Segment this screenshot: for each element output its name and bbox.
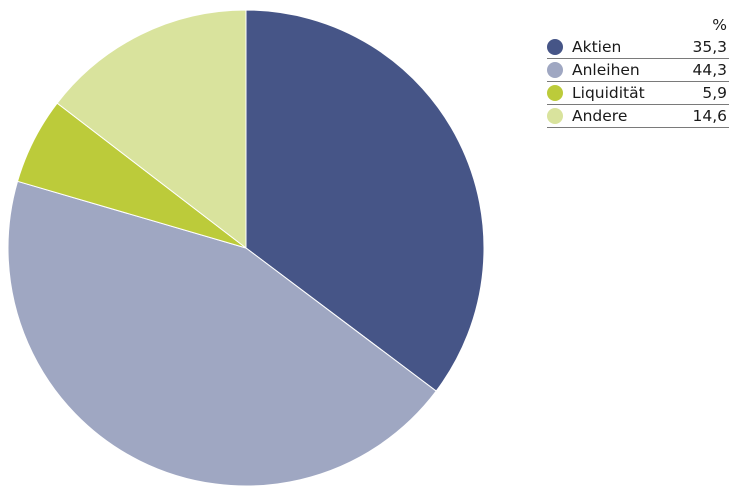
pie-slice-andere	[56, 9, 247, 250]
legend-swatch-andere	[547, 108, 563, 124]
legend-label: Anleihen	[572, 61, 640, 79]
legend: % Aktien 35,3 Anleihen 44,3 Liquidität 5…	[547, 14, 729, 128]
legend-row-liquiditaet: Liquidität 5,9	[547, 82, 729, 105]
legend-unit-header: %	[712, 16, 727, 34]
legend-value: 44,3	[692, 61, 727, 79]
legend-value: 5,9	[702, 84, 727, 102]
legend-value: 14,6	[692, 107, 727, 125]
legend-row-anleihen: Anleihen 44,3	[547, 59, 729, 82]
pie-slice-anleihen	[7, 180, 437, 486]
pie-slice-aktien	[245, 9, 485, 392]
legend-label: Liquidität	[572, 84, 645, 102]
legend-row-andere: Andere 14,6	[547, 105, 729, 128]
legend-row-aktien: Aktien 35,3	[547, 36, 729, 59]
legend-label: Aktien	[572, 38, 622, 56]
legend-swatch-aktien	[547, 39, 563, 55]
legend-swatch-anleihen	[547, 62, 563, 78]
legend-swatch-liquiditaet	[547, 85, 563, 101]
legend-value: 35,3	[692, 38, 727, 56]
legend-label: Andere	[572, 107, 628, 125]
